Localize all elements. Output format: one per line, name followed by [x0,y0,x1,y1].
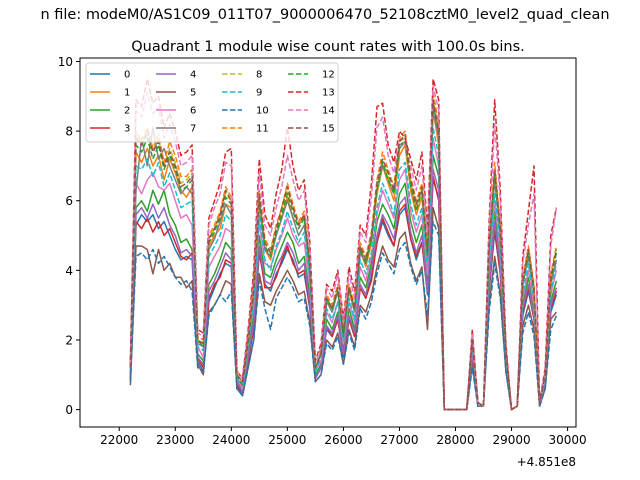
y-tick-label: 4 [65,264,73,278]
series-line-14 [129,85,558,411]
legend-label-11: 11 [256,124,269,135]
legend-label-12: 12 [322,70,335,81]
axes-frame [79,57,577,428]
y-tick-label: 0 [65,403,73,417]
series-line-15 [129,99,558,411]
legend-label-0: 0 [124,70,130,81]
legend-label-2: 2 [124,106,130,117]
legend-label-13: 13 [322,88,335,99]
y-axis: 0 2 4 6 8 10 [58,55,80,417]
legend-label-9: 9 [256,88,262,99]
y-tick-label: 2 [65,333,73,347]
legend-label-3: 3 [124,124,130,135]
x-tick-label: 25000 [268,433,306,447]
legend-frame [85,62,339,143]
legend-label-5: 5 [190,88,196,99]
legend-label-7: 7 [190,124,196,135]
figure-suptitle: n file: modeM0/AS1C09_011T07_9000006470_… [40,7,609,23]
y-tick-label: 10 [58,55,73,69]
legend-label-10: 10 [256,106,269,117]
x-tick-label: 27000 [380,433,418,447]
legend-label-4: 4 [190,70,196,81]
x-offset-label: +4.851e8 [517,455,576,469]
x-tick-label: 23000 [156,433,194,447]
legend-label-14: 14 [322,106,335,117]
x-tick-label: 28000 [436,433,474,447]
chart-title: Quadrant 1 module wise count rates with … [131,39,525,55]
legend-label-15: 15 [322,124,335,135]
x-tick-label: 29000 [492,433,530,447]
legend-label-8: 8 [256,70,262,81]
legend-label-6: 6 [190,106,196,117]
x-tick-label: 30000 [548,433,586,447]
x-tick-label: 24000 [212,433,250,447]
x-tick-label: 22000 [100,433,138,447]
legend-label-1: 1 [124,88,130,99]
y-tick-label: 6 [65,194,73,208]
plot-lines [129,78,558,411]
y-tick-label: 8 [65,125,73,139]
x-tick-label: 26000 [324,433,362,447]
x-axis: 22000 23000 24000 25000 26000 27000 28000 29000… [100,427,587,447]
